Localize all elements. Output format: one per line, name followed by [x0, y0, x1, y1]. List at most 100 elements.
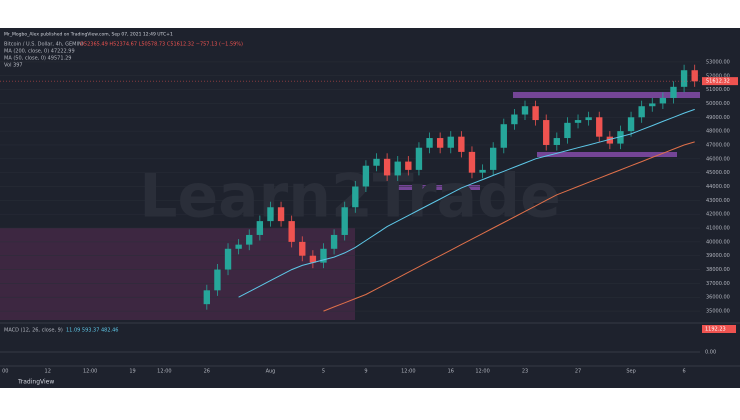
indicator: MA (200, close, 0) 47222.99 — [4, 49, 75, 55]
candle-body — [383, 158, 391, 176]
x-tick-label: 6 — [682, 369, 685, 375]
candle-body — [606, 136, 614, 144]
x-tick-label: 12:00 — [83, 369, 97, 375]
x-tick-label: 9 — [364, 369, 367, 375]
macd-values: 11.09 593.37 482.46 — [66, 328, 118, 334]
x-tick-label: Aug — [266, 369, 276, 375]
y-tick-label: 38000.00 — [706, 267, 730, 273]
candle-body — [532, 106, 539, 121]
candle-body — [574, 120, 582, 123]
ohlc: O52365.49 H52374.67 L50578.73 C51612.32 … — [80, 42, 243, 48]
candle-body — [511, 114, 518, 125]
last-price-label: 51612.32 — [706, 79, 730, 85]
macd-label: MACD (12, 26, close, 9) — [4, 328, 63, 334]
x-tick-label: 16 — [448, 369, 454, 375]
indicator: Vol 397 — [4, 63, 23, 69]
y-tick-label: 40000.00 — [706, 239, 730, 245]
x-tick-label: 12:00 — [401, 369, 415, 375]
macd-axis-label: 0.00 — [705, 350, 716, 356]
watermark: Learn2Trade — [139, 162, 561, 232]
zone-box — [0, 228, 355, 320]
candle-body — [267, 207, 274, 222]
macd-axis-tag — [702, 325, 736, 333]
candle-body — [203, 290, 210, 305]
candle-body — [543, 120, 550, 145]
macd-axis-label: 1192.23 — [705, 327, 726, 333]
x-tick-label: 5 — [322, 369, 325, 375]
ma-line — [323, 141, 695, 312]
y-tick-label: 53000.00 — [706, 59, 730, 65]
candle-body — [659, 97, 667, 104]
y-tick-label: 48000.00 — [706, 129, 730, 135]
x-tick-label: 27 — [575, 369, 581, 375]
title: Bitcoin / U.S. Dollar, 4h, GEMINI — [4, 42, 83, 48]
indicator: MA (50, close, 0) 49571.29 — [4, 56, 71, 62]
candle-body — [362, 165, 370, 187]
candle-body — [670, 86, 677, 98]
y-tick-label: 42000.00 — [706, 212, 730, 218]
candle-body — [246, 234, 253, 245]
candle-body — [638, 106, 645, 118]
candle-body — [521, 106, 529, 115]
candle-body — [277, 207, 285, 222]
zone-box — [537, 152, 677, 157]
candle-body — [553, 138, 560, 145]
candle-body — [373, 158, 380, 166]
candle-body — [627, 117, 635, 132]
zone-box — [395, 185, 480, 190]
candle-body — [691, 70, 698, 82]
y-tick-label: 35000.00 — [706, 309, 730, 315]
x-tick-label: 00 — [2, 369, 8, 375]
candle-body — [341, 207, 348, 235]
candle-body — [564, 122, 571, 139]
candle-body — [617, 131, 624, 144]
candle-body — [288, 221, 295, 242]
y-tick-label: 51000.00 — [706, 87, 730, 93]
candle-body — [394, 161, 401, 176]
candle-body — [500, 124, 507, 148]
candle-body — [596, 117, 603, 137]
y-tick-label: 37000.00 — [706, 281, 730, 287]
candle-body — [458, 136, 465, 152]
candle-body — [585, 117, 592, 121]
x-tick-label: 23 — [522, 369, 528, 375]
candle-body — [426, 138, 433, 148]
candle-body — [299, 241, 306, 256]
candle-body — [436, 138, 444, 148]
y-tick-label: 36000.00 — [706, 295, 730, 301]
y-tick-label: 39000.00 — [706, 253, 730, 259]
x-tick-label: 19 — [129, 369, 135, 375]
candle-body — [490, 147, 497, 170]
candle-body — [447, 136, 454, 148]
y-tick-label: 49000.00 — [706, 115, 730, 121]
x-tick-label: 12 — [45, 369, 51, 375]
candle-body — [235, 244, 242, 249]
last-price-tag — [702, 77, 738, 86]
x-tick-label: 12:00 — [157, 369, 171, 375]
chart-bg — [0, 28, 740, 388]
y-tick-label: 45000.00 — [706, 170, 730, 176]
y-tick-label: 47000.00 — [706, 142, 730, 148]
logo: TradingView — [17, 379, 54, 386]
x-tick-label: 26 — [204, 369, 210, 375]
x-tick-label: 12:00 — [475, 369, 489, 375]
candle-body — [224, 248, 232, 270]
candle-body — [214, 269, 221, 291]
y-tick-label: 41000.00 — [706, 226, 730, 232]
ma-line — [238, 108, 695, 298]
candle-body — [309, 255, 317, 263]
y-tick-label: 52000.00 — [706, 73, 730, 79]
candle-body — [468, 151, 476, 173]
candle-body — [320, 248, 327, 263]
candle-body — [405, 161, 412, 170]
header: Mr_Mogbo_Alex published on TradingView.c… — [4, 32, 173, 38]
zone-box — [513, 92, 700, 98]
candle-body — [479, 169, 486, 173]
candle-body — [415, 147, 423, 170]
candle-body — [352, 186, 359, 208]
y-tick-label: 50000.00 — [706, 101, 730, 107]
candle-body — [330, 234, 338, 249]
candle-body — [256, 221, 264, 235]
